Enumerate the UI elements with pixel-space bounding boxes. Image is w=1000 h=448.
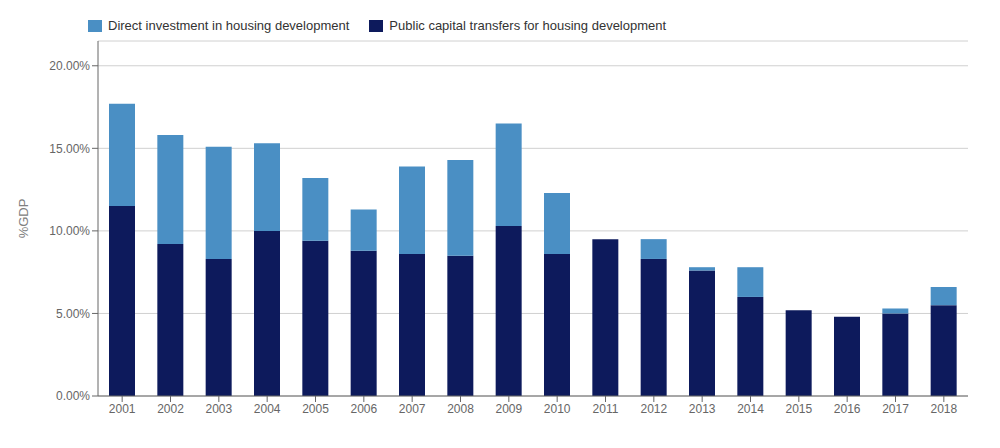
svg-text:15.00%: 15.00% xyxy=(49,142,90,156)
svg-text:2013: 2013 xyxy=(689,402,716,416)
svg-text:2007: 2007 xyxy=(399,402,426,416)
html-text:Direct investment in housing d: Direct investment in housing development xyxy=(108,18,350,33)
svg-text:2014: 2014 xyxy=(737,402,764,416)
svg-text:2012: 2012 xyxy=(640,402,667,416)
svg-text:2015: 2015 xyxy=(785,402,812,416)
html-text:Public capital transfers for h: Public capital transfers for housing dev… xyxy=(389,18,667,33)
svg-text:10.00%: 10.00% xyxy=(49,224,90,238)
svg-text:2011: 2011 xyxy=(593,402,619,416)
svg-text:2006: 2006 xyxy=(350,402,377,416)
svg-text:2008: 2008 xyxy=(447,402,474,416)
svg-text:2005: 2005 xyxy=(302,402,329,416)
svg-text:2003: 2003 xyxy=(205,402,232,416)
svg-text:5.00%: 5.00% xyxy=(56,307,90,321)
svg-text:2009: 2009 xyxy=(495,402,522,416)
svg-text:2010: 2010 xyxy=(544,402,571,416)
svg-text:2002: 2002 xyxy=(157,402,184,416)
svg-text:0.00%: 0.00% xyxy=(56,389,90,403)
svg-text:2004: 2004 xyxy=(254,402,281,416)
svg-text:20.00%: 20.00% xyxy=(49,59,90,73)
svg-text:2001: 2001 xyxy=(109,402,136,416)
svg-text:2016: 2016 xyxy=(834,402,861,416)
svg-text:%GDP: %GDP xyxy=(16,199,31,239)
svg-text:2018: 2018 xyxy=(930,402,957,416)
svg-text:2017: 2017 xyxy=(882,402,909,416)
